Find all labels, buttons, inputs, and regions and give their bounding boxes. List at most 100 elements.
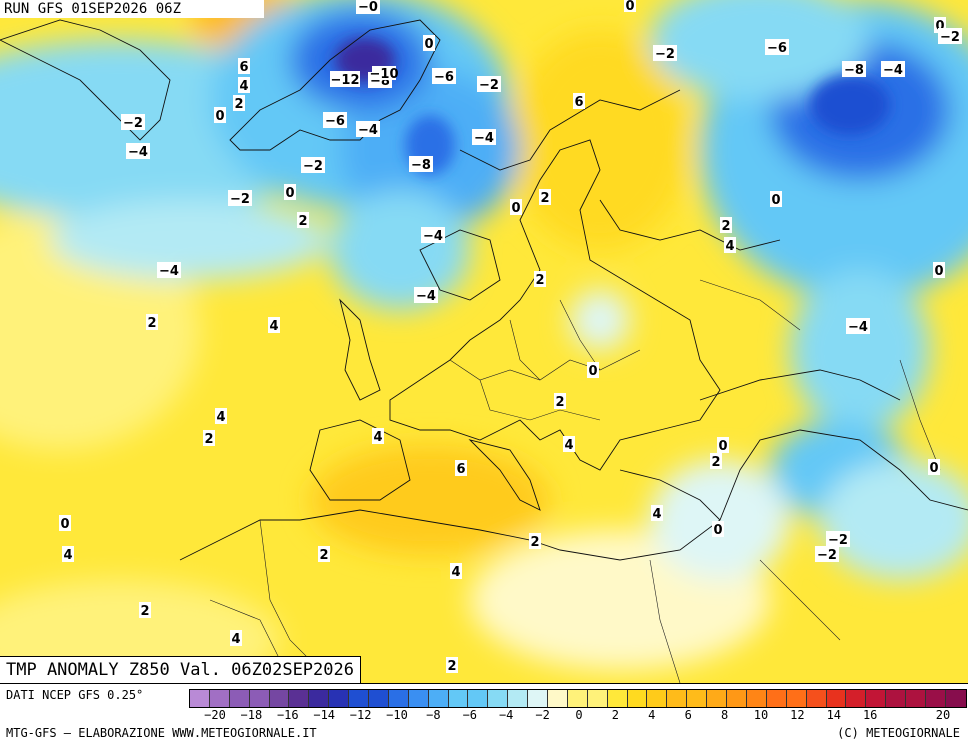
map-label: 6 bbox=[455, 460, 467, 477]
color-scale-swatch bbox=[866, 690, 887, 707]
data-source: DATI NCEP GFS 0.25° bbox=[6, 688, 144, 702]
map-label: −6 bbox=[323, 112, 347, 129]
color-scale-swatch bbox=[925, 690, 946, 707]
run-label: RUN GFS 01SEP2026 06Z bbox=[0, 0, 264, 18]
svg-text:−4: −4 bbox=[883, 63, 903, 78]
svg-text:−4: −4 bbox=[358, 123, 378, 138]
svg-text:−10: −10 bbox=[370, 67, 399, 82]
svg-text:−2: −2 bbox=[828, 533, 848, 548]
color-scale-swatch bbox=[707, 690, 728, 707]
map-label: 2 bbox=[318, 546, 330, 563]
color-scale-swatch bbox=[289, 690, 310, 707]
svg-text:6: 6 bbox=[574, 95, 583, 110]
map-label: −6 bbox=[432, 68, 456, 85]
map-label: 4 bbox=[651, 505, 663, 522]
svg-text:4: 4 bbox=[652, 507, 661, 522]
map-label: −12 bbox=[330, 71, 360, 88]
svg-text:−2: −2 bbox=[655, 47, 675, 62]
svg-text:0: 0 bbox=[625, 0, 634, 14]
map-label: −2 bbox=[121, 114, 145, 131]
color-scale-tick: −20 bbox=[204, 708, 226, 722]
color-scale-tick: −18 bbox=[240, 708, 263, 722]
map-label: −2 bbox=[938, 28, 962, 45]
svg-text:0: 0 bbox=[511, 201, 520, 216]
color-scale-swatch bbox=[607, 690, 628, 707]
map-label: 2 bbox=[529, 533, 541, 550]
map-label: −6 bbox=[765, 39, 789, 56]
color-scale-tick: −14 bbox=[313, 708, 336, 722]
copyright: (C) METEOGIORNALE bbox=[837, 726, 960, 740]
color-scale-tick: 8 bbox=[720, 708, 729, 722]
map-label: 0 bbox=[712, 521, 724, 538]
color-scale-tick: −6 bbox=[462, 708, 478, 722]
svg-text:2: 2 bbox=[298, 214, 307, 229]
color-scale-swatch bbox=[727, 690, 747, 707]
svg-text:0: 0 bbox=[215, 109, 224, 124]
svg-text:−2: −2 bbox=[303, 159, 323, 174]
color-scale-swatch bbox=[806, 690, 827, 707]
svg-text:−6: −6 bbox=[434, 70, 454, 85]
color-scale-swatch bbox=[329, 690, 350, 707]
color-scale-tick: −16 bbox=[276, 708, 299, 722]
map-label: 2 bbox=[720, 217, 732, 234]
svg-text:0: 0 bbox=[285, 186, 294, 201]
svg-text:4: 4 bbox=[451, 565, 460, 580]
coastlines bbox=[0, 19, 968, 561]
svg-text:−6: −6 bbox=[325, 114, 345, 129]
map-label: 4 bbox=[215, 408, 227, 425]
map-label: 4 bbox=[450, 563, 462, 580]
color-scale-swatch bbox=[766, 690, 787, 707]
color-scale-swatch bbox=[906, 690, 926, 707]
svg-text:0: 0 bbox=[713, 523, 722, 538]
map-label: 0 bbox=[928, 459, 940, 476]
map-label: −4 bbox=[881, 61, 905, 78]
map-label: 2 bbox=[233, 95, 245, 112]
map-label: 4 bbox=[268, 317, 280, 334]
map-label: −4 bbox=[846, 318, 870, 335]
color-scale-swatch bbox=[746, 690, 767, 707]
svg-text:−4: −4 bbox=[848, 320, 868, 335]
svg-text:2: 2 bbox=[535, 273, 544, 288]
map-label: −4 bbox=[421, 227, 445, 244]
svg-text:−0: −0 bbox=[358, 0, 378, 15]
map-label: 2 bbox=[297, 212, 309, 229]
color-scale-swatch bbox=[886, 690, 907, 707]
map-label: 2 bbox=[446, 657, 458, 674]
map-label: 2 bbox=[146, 314, 158, 331]
map-label: −2 bbox=[826, 531, 850, 548]
svg-text:−4: −4 bbox=[474, 131, 494, 146]
map-label: 2 bbox=[139, 602, 151, 619]
svg-text:2: 2 bbox=[721, 219, 730, 234]
color-scale-swatch bbox=[627, 690, 648, 707]
svg-text:−4: −4 bbox=[159, 264, 179, 279]
color-scale-swatch bbox=[428, 690, 449, 707]
color-scale-tick: 6 bbox=[684, 708, 692, 722]
color-scale-tick: 10 bbox=[753, 708, 769, 722]
color-scale-tick: −10 bbox=[386, 708, 408, 722]
map-label: 4 bbox=[230, 630, 242, 647]
color-scale-swatch bbox=[687, 690, 708, 707]
color-scale-swatch bbox=[508, 690, 529, 707]
svg-text:−2: −2 bbox=[123, 116, 143, 131]
color-scale bbox=[189, 689, 967, 708]
svg-text:2: 2 bbox=[147, 316, 156, 331]
svg-text:4: 4 bbox=[725, 239, 734, 254]
svg-text:−4: −4 bbox=[423, 229, 443, 244]
svg-text:4: 4 bbox=[63, 548, 72, 563]
color-scale-swatch bbox=[548, 690, 568, 707]
map-label: 2 bbox=[539, 189, 551, 206]
map-label: −4 bbox=[414, 287, 438, 304]
color-scale-swatch bbox=[647, 690, 668, 707]
color-scale-swatch bbox=[249, 690, 270, 707]
color-scale-tick: 2 bbox=[611, 708, 620, 722]
svg-text:2: 2 bbox=[447, 659, 456, 674]
color-scale-ticks: −20 −18 −16 −14 −12 −10 −8 −6 −4 −2 0 2 4 6 8 10 12 14 16 2… bbox=[189, 708, 968, 722]
svg-text:2: 2 bbox=[540, 191, 549, 206]
map-label: 0 bbox=[770, 191, 782, 208]
map-title: TMP ANOMALY Z850 Val. 06Z02SEP2026 bbox=[0, 656, 361, 683]
map-label: 2 bbox=[203, 430, 215, 447]
svg-text:−2: −2 bbox=[940, 30, 960, 45]
svg-text:0: 0 bbox=[771, 193, 780, 208]
map-label: −2 bbox=[653, 45, 677, 62]
map-label: −4 bbox=[157, 262, 181, 279]
